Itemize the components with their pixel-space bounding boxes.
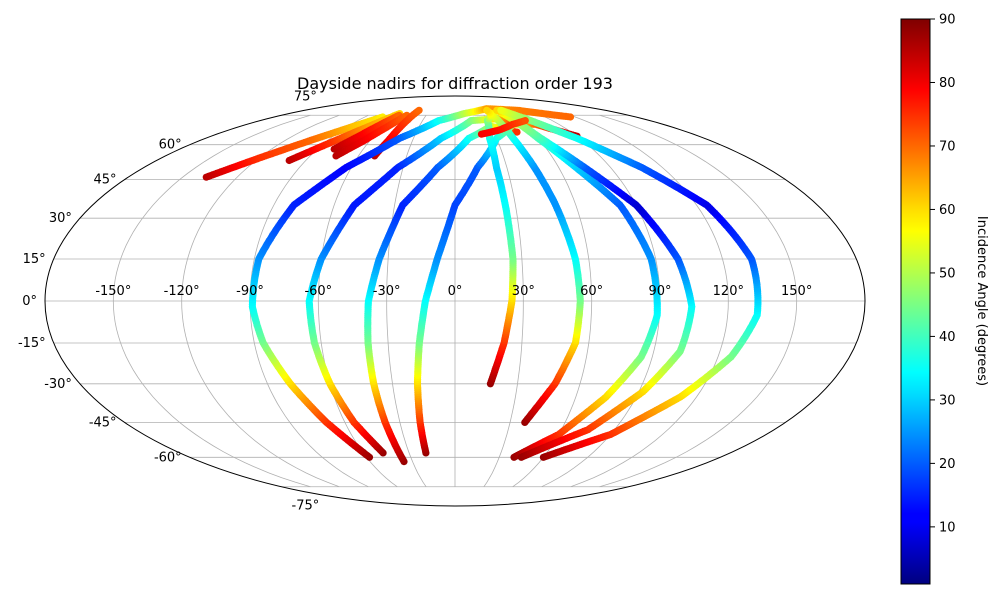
longitude-tick-label: 30° [512,284,535,299]
colorbar-tick-label: 10 [939,520,956,535]
data-point [497,106,505,114]
latitude-tick-label: -60° [154,450,182,465]
longitude-tick-labels: -150° -120° -90° -60° -30° 0° 30° 60° 90° 120° 150… [95,284,812,299]
colorbar-tick-label: 70 [939,139,956,154]
colorbar-gradient [900,18,931,585]
colorbar: 10 20 30 40 50 60 70 80 90 Incidence Angle (degr… [900,13,989,585]
longitude-tick-label: 90° [648,284,671,299]
latitude-tick-label: -45° [89,415,117,430]
colorbar-tick-label: 50 [939,266,956,281]
colorbar-tick-label: 80 [939,76,956,91]
meridian-line [570,114,729,488]
data-point [415,106,423,114]
colorbar-tick-label: 40 [939,330,956,345]
map-boundary [44,95,866,507]
colorbar-tick-label: 30 [939,393,956,408]
colorbar-tick-label: 20 [939,457,956,472]
meridian-line [181,114,340,488]
longitude-tick-label: 120° [713,284,744,299]
latitude-tick-label: -30° [44,377,72,392]
colorbar-label: Incidence Angle (degrees) [974,216,989,386]
data-point [483,106,491,114]
latitude-tick-label: 75° [294,89,317,104]
latitude-tick-labels: 75° 60° 45° 30° 15° 0° -15° -30° -45° -60° -75° [18,89,319,513]
meridian-line [483,115,524,487]
latitude-tick-label: 15° [23,252,46,267]
longitude-tick-label: -120° [164,284,200,299]
data-point [566,113,575,121]
data-points [202,105,762,466]
longitude-tick-label: 150° [781,284,812,299]
longitude-tick-label: -90° [236,284,264,299]
meridian-line [599,114,798,488]
latitude-tick-label: -75° [292,499,320,514]
latitude-tick-label: 0° [22,294,37,309]
latitude-tick-label: -15° [18,336,46,351]
data-point [521,117,529,125]
latitude-tick-label: 30° [49,211,72,226]
latitude-tick-label: 60° [159,138,182,153]
colorbar-tick-label: 90 [939,13,956,28]
longitude-tick-label: -30° [373,284,401,299]
longitude-tick-label: -60° [304,284,332,299]
map-gridlines [45,114,865,488]
longitude-tick-label: -150° [95,284,131,299]
data-point [513,128,521,136]
longitude-tick-label: 60° [580,284,603,299]
colorbar-tick-label: 60 [939,203,956,218]
chart-title: Dayside nadirs for diffraction order 193 [297,74,613,93]
latitude-tick-label: 45° [94,173,117,188]
colorbar-ticks: 10 20 30 40 50 60 70 80 90 [930,13,956,535]
longitude-tick-label: 0° [448,284,463,299]
meridian-line [112,114,311,488]
